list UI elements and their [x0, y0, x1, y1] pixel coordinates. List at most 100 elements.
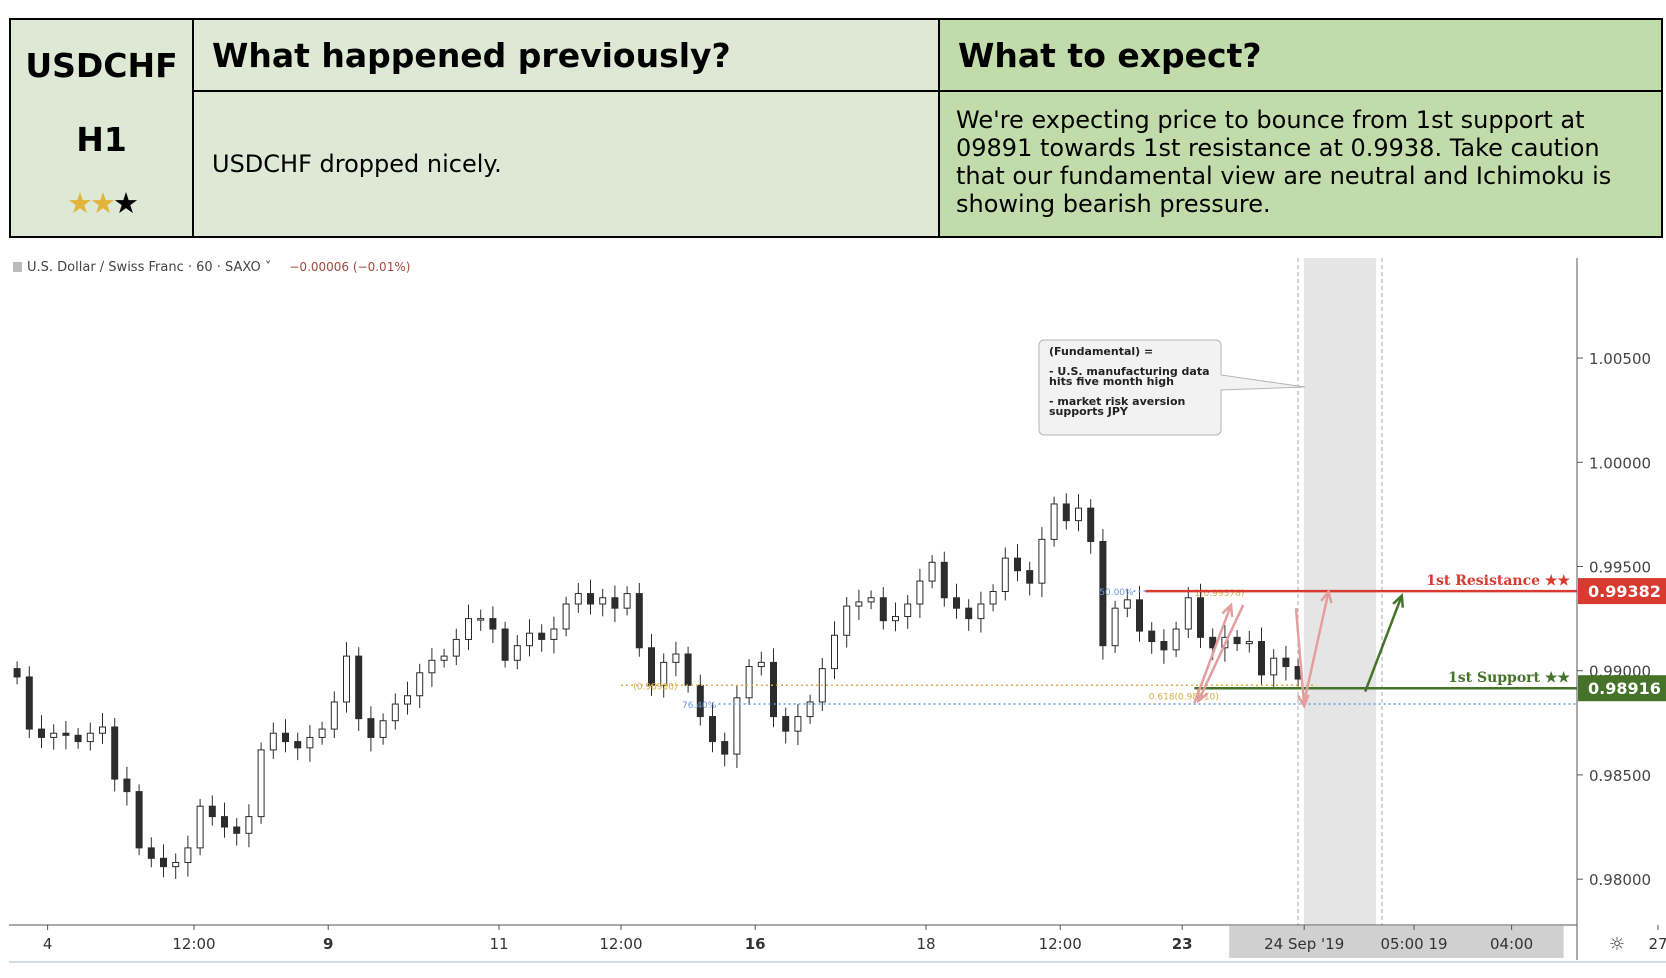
chart-legend[interactable]: U.S. Dollar / Swiss Franc · 60 · SAXO ˅ −…	[13, 260, 410, 275]
candle	[477, 618, 485, 621]
price-change: −0.00006 (−0.01%)	[289, 260, 411, 274]
resistance-price-tag	[1578, 578, 1666, 605]
candle	[1123, 599, 1131, 609]
x-tick-label: 04:00	[1490, 935, 1533, 953]
support-price-tag-label: 0.98916	[1588, 679, 1661, 698]
candle	[843, 605, 851, 636]
candle	[391, 703, 399, 722]
candles	[13, 493, 1302, 879]
candle	[733, 697, 741, 755]
candle	[1172, 628, 1180, 651]
fib-label: 0.618(0.98910)	[1149, 692, 1219, 702]
x-tick-label: 16	[745, 935, 766, 953]
candle	[648, 647, 655, 686]
candle	[1197, 597, 1204, 638]
x-tick-label: 9	[323, 935, 333, 953]
star-icon: ★	[67, 186, 93, 220]
candle	[416, 672, 424, 697]
projection-arrow	[1297, 694, 1310, 710]
candle	[953, 597, 960, 609]
candle	[257, 749, 265, 818]
expect-heading: What to expect?	[958, 36, 1262, 75]
candle	[574, 593, 582, 605]
candle	[1270, 657, 1278, 676]
candle	[1014, 557, 1021, 572]
candle	[160, 857, 167, 868]
x-tick-label: 27	[1648, 935, 1666, 953]
resistance-price-tag-label: 0.99382	[1588, 582, 1661, 601]
candle	[1233, 636, 1241, 645]
candle	[562, 603, 570, 630]
candle	[208, 805, 216, 818]
candle	[86, 732, 94, 743]
candle	[867, 597, 875, 603]
candle	[294, 741, 302, 749]
star-icon: ★	[90, 186, 116, 220]
candle	[855, 601, 863, 607]
previous-body-cell: USDCHF dropped nicely.	[194, 92, 940, 236]
projection-arrow	[1221, 602, 1234, 618]
timeframe-label: H1	[76, 120, 127, 159]
resistance-label: 1st Resistance ★★	[1426, 573, 1570, 589]
x-tick-label: 11	[489, 935, 508, 953]
candle	[1038, 538, 1046, 584]
candle	[367, 718, 375, 738]
candle	[196, 805, 204, 849]
target-arrow	[1364, 595, 1403, 692]
candle	[770, 661, 777, 718]
settings-icon[interactable]: ☼	[1609, 934, 1625, 955]
candle	[25, 676, 33, 730]
candle	[538, 632, 546, 640]
candle	[928, 561, 936, 582]
candle	[587, 593, 594, 605]
candle	[794, 716, 802, 732]
fib-label: (0.98930)	[633, 682, 677, 692]
candle	[184, 847, 192, 863]
candle	[1258, 641, 1265, 676]
candle	[1062, 503, 1070, 522]
candle	[599, 597, 607, 605]
axes: 1.005001.000000.995000.990000.985000.980…	[9, 258, 1666, 963]
candle	[1148, 630, 1156, 643]
price-chart[interactable]: 50.00% 1(0.99378) 0.618(0.98910) (0.98930) 7…	[0, 240, 1666, 978]
candle	[1184, 597, 1192, 630]
candle	[221, 816, 228, 828]
candle	[879, 597, 887, 622]
candle	[452, 638, 460, 657]
candle	[330, 701, 338, 730]
candle	[672, 653, 680, 663]
candle	[1282, 657, 1290, 668]
candle	[245, 816, 253, 834]
candle	[831, 634, 838, 670]
x-tick-label: 18	[916, 935, 935, 953]
support-price-tag	[1578, 675, 1666, 702]
x-tick-label: 23	[1172, 935, 1193, 953]
projection-arrow	[1197, 604, 1245, 702]
callout-line: hits five month high	[1049, 375, 1174, 388]
x-tick-label: 24 Sep '19	[1264, 935, 1344, 953]
candle	[465, 618, 472, 640]
projection-arrow	[1196, 688, 1209, 704]
rating-stars: ★★★	[11, 186, 192, 220]
fib-label: 76.40%	[682, 701, 717, 711]
y-tick-label: 1.00500	[1589, 350, 1651, 368]
candle	[172, 861, 180, 868]
candle	[13, 668, 21, 678]
candle	[1160, 641, 1168, 651]
expect-body-cell: We're expecting price to bounce from 1st…	[940, 92, 1661, 236]
candle	[269, 732, 277, 751]
candle	[526, 632, 533, 647]
candle	[1099, 540, 1107, 647]
candle	[489, 618, 497, 630]
previous-heading: What happened previously?	[212, 36, 731, 75]
candle	[806, 701, 814, 718]
candle	[611, 597, 619, 609]
analysis-header: USDCHF H1 ★★★ What happened previously? …	[9, 18, 1663, 238]
candle	[623, 593, 631, 609]
candle	[38, 728, 45, 738]
candle	[1136, 599, 1143, 632]
candle	[513, 645, 521, 661]
candle	[355, 655, 363, 720]
candle	[1111, 607, 1119, 647]
candle	[940, 561, 948, 599]
